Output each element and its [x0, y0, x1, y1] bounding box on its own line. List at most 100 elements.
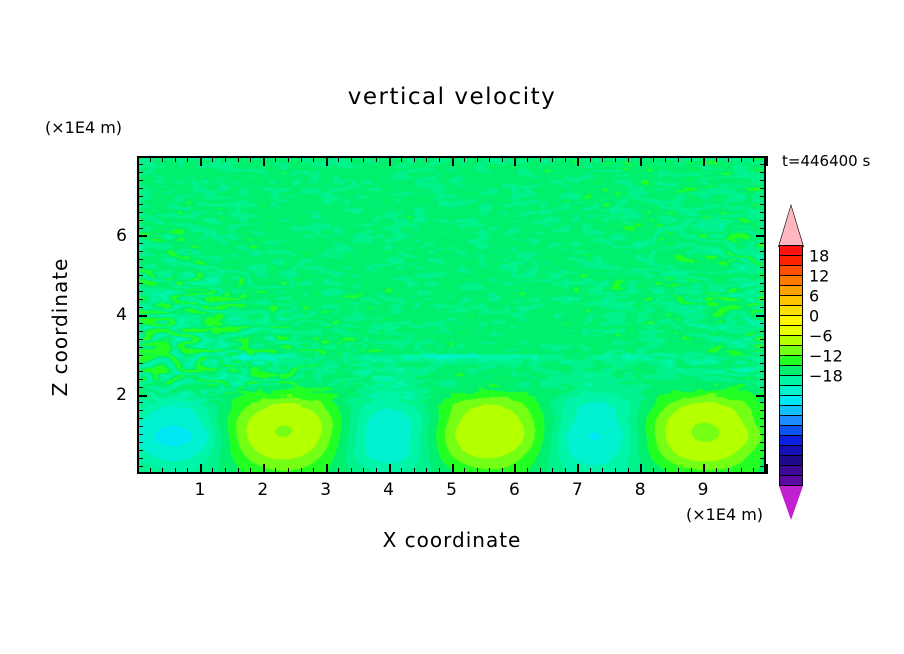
x-tick	[414, 468, 415, 474]
y-tick-right	[760, 291, 766, 292]
x-tick	[175, 468, 176, 474]
x-tick-top	[577, 156, 579, 166]
x-tick	[338, 468, 339, 474]
y-tick	[137, 283, 143, 284]
y-tick	[137, 339, 143, 340]
x-tick-label: 7	[571, 480, 583, 500]
x-tick-top	[565, 156, 566, 162]
x-tick	[628, 468, 629, 474]
x-tick	[250, 468, 251, 474]
y-tick	[137, 259, 143, 260]
x-tick	[665, 468, 666, 474]
x-tick	[363, 468, 364, 474]
x-tick-top	[489, 156, 490, 162]
x-tick	[439, 468, 440, 474]
x-tick	[678, 468, 679, 474]
y-tick	[137, 307, 143, 308]
colorbar-tick-label: 18	[809, 246, 830, 266]
colorbar-tick-label: 6	[809, 286, 820, 306]
y-tick	[137, 331, 143, 332]
x-tick-top	[338, 156, 339, 162]
x-tick-top	[238, 156, 239, 162]
y-tick-right	[760, 283, 766, 284]
y-tick-right	[760, 363, 766, 364]
x-tick-top	[703, 156, 705, 166]
y-tick	[137, 363, 143, 364]
x-tick-label: 2	[257, 480, 269, 500]
y-tick	[137, 180, 143, 181]
x-tick-top	[212, 156, 213, 162]
y-tick	[137, 395, 147, 397]
x-tick	[615, 468, 616, 474]
x-tick-top	[615, 156, 616, 162]
x-tick-top	[200, 156, 202, 166]
x-tick-top	[753, 156, 754, 162]
y-tick-right	[760, 458, 766, 459]
x-tick	[212, 468, 213, 474]
x-tick-top	[389, 156, 391, 166]
x-tick-top	[602, 156, 603, 162]
x-tick	[502, 468, 503, 474]
y-tick-right	[760, 267, 766, 268]
x-tick	[741, 468, 742, 474]
y-tick	[137, 323, 143, 324]
y-tick-right	[760, 196, 766, 197]
x-tick	[527, 468, 528, 474]
x-tick	[640, 464, 642, 474]
y-tick	[137, 299, 143, 300]
x-tick	[703, 464, 705, 474]
x-tick-top	[275, 156, 276, 162]
x-tick	[590, 468, 591, 474]
y-tick	[137, 212, 143, 213]
y-tick	[137, 426, 143, 427]
page-title: vertical velocity	[347, 84, 557, 110]
y-tick-right	[760, 426, 766, 427]
y-tick	[137, 410, 143, 411]
vertical-velocity-field	[139, 158, 764, 472]
y-tick-right	[760, 379, 766, 380]
y-tick	[137, 355, 143, 356]
y-tick-right	[760, 347, 766, 348]
x-tick	[200, 464, 202, 474]
x-tick	[540, 468, 541, 474]
x-tick-top	[376, 156, 377, 162]
y-tick	[137, 402, 143, 403]
x-tick	[376, 468, 377, 474]
x-tick	[187, 468, 188, 474]
colorbar-tick-label: −12	[809, 346, 843, 366]
y-tick-right	[760, 331, 766, 332]
x-tick	[238, 468, 239, 474]
y-tick	[137, 188, 143, 189]
y-tick	[137, 275, 143, 276]
contour-plot-area[interactable]	[137, 156, 766, 474]
y-tick	[137, 442, 143, 443]
y-tick	[137, 434, 143, 435]
x-tick-label: 4	[383, 480, 395, 500]
y-tick	[137, 172, 143, 173]
colorbar-tick-label: 12	[809, 266, 830, 286]
x-tick	[716, 468, 717, 474]
x-tick-top	[678, 156, 679, 162]
colorbar-bottom-overflow-arrow	[779, 486, 803, 520]
x-tick	[351, 468, 352, 474]
y-tick-right	[760, 243, 766, 244]
colorbar[interactable]	[778, 204, 804, 520]
x-tick-top	[162, 156, 163, 162]
y-tick-right	[760, 371, 766, 372]
x-tick-top	[540, 156, 541, 162]
y-tick	[137, 235, 147, 237]
y-tick	[137, 458, 143, 459]
x-tick-top	[426, 156, 427, 162]
x-tick-label: 9	[697, 480, 709, 500]
y-axis-title: Z coordinate	[48, 257, 72, 397]
x-tick	[288, 468, 289, 474]
x-tick	[326, 464, 328, 474]
y-tick-right	[756, 315, 766, 317]
y-tick-right	[760, 402, 766, 403]
x-tick-top	[741, 156, 742, 162]
y-tick-right	[760, 180, 766, 181]
y-tick-right	[760, 450, 766, 451]
x-tick	[653, 468, 654, 474]
x-tick-top	[263, 156, 265, 166]
x-tick	[514, 464, 516, 474]
